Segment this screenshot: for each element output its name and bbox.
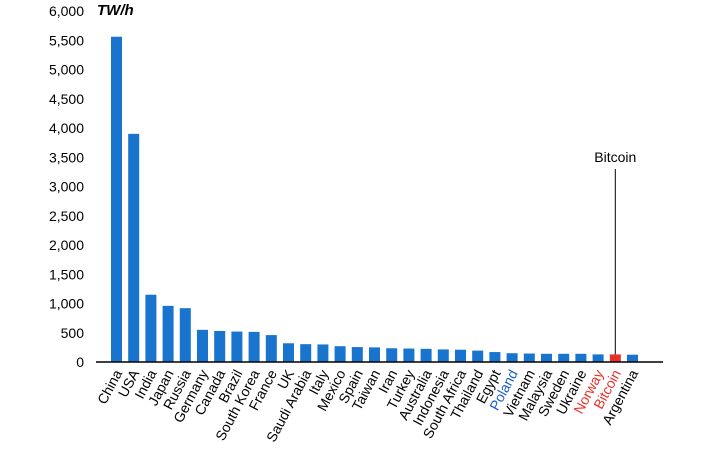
bar-india xyxy=(145,294,157,362)
bar-taiwan xyxy=(369,347,380,362)
bar-poland xyxy=(506,353,518,362)
bar-china xyxy=(111,36,122,363)
bar-norway xyxy=(592,354,604,362)
bar-usa xyxy=(128,133,140,362)
bar-france xyxy=(265,335,277,362)
bar-saudi-arabia xyxy=(300,344,312,362)
bar-russia xyxy=(179,308,191,362)
bar-egypt xyxy=(489,352,501,362)
y-tick-label: 4,500 xyxy=(49,91,84,107)
bar-australia xyxy=(420,348,432,362)
y-tick-label: 3,000 xyxy=(49,179,84,195)
bars xyxy=(111,36,638,363)
bar-brazil xyxy=(231,331,243,362)
y-tick-label: 4,000 xyxy=(49,120,84,136)
bar-italy xyxy=(317,344,329,362)
bar-germany xyxy=(197,329,208,362)
bar-malaysia xyxy=(541,353,552,362)
bar-iran xyxy=(386,348,398,362)
annotation: Bitcoin xyxy=(594,149,636,355)
bar-thailand xyxy=(472,350,484,362)
y-tick-label: 2,500 xyxy=(49,208,84,224)
y-unit-label: TW/h xyxy=(97,2,134,19)
bar-turkey xyxy=(403,348,415,362)
y-tick-label: 5,500 xyxy=(49,32,84,48)
y-tick-label: 1,500 xyxy=(49,266,84,282)
bar-indonesia xyxy=(437,349,449,362)
bar-canada xyxy=(214,330,226,362)
y-tick-label: 6,000 xyxy=(49,3,84,19)
y-tick-label: 3,500 xyxy=(49,149,84,165)
annotation-label: Bitcoin xyxy=(594,149,636,165)
bar-mexico xyxy=(334,346,346,362)
bar-argentina xyxy=(627,354,638,362)
bar-bitcoin xyxy=(609,354,621,362)
x-tick-labels: ChinaUSAIndiaJapanRussiaGermanyCanadaBra… xyxy=(94,366,641,444)
y-tick-label: 5,000 xyxy=(49,62,84,78)
bar-sweden xyxy=(558,353,570,362)
y-tick-label: 0 xyxy=(76,354,84,370)
y-tick-label: 1,000 xyxy=(49,296,84,312)
bar-vietnam xyxy=(523,353,535,362)
bar-uk xyxy=(283,343,294,362)
y-axis: 0 500 1,000 1,500 2,000 2,500 3,000 3,500 4,000 4… xyxy=(49,3,84,370)
bar-south-korea xyxy=(248,331,260,362)
bar-south-africa xyxy=(455,349,466,362)
y-tick-label: 2,000 xyxy=(49,237,84,253)
bar-spain xyxy=(351,347,363,362)
bar-ukraine xyxy=(575,353,587,362)
bar-japan xyxy=(162,305,174,362)
y-tick-label: 500 xyxy=(61,325,85,341)
